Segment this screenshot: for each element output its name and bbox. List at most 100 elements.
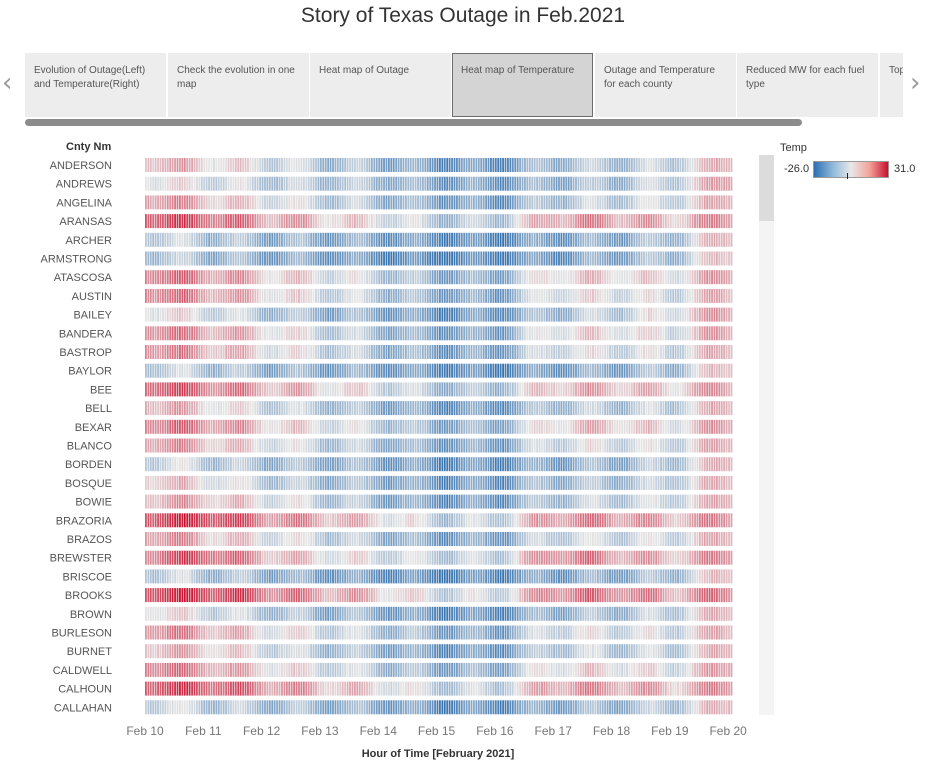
heatmap-cell[interactable] — [460, 176, 463, 191]
heatmap-cell[interactable] — [421, 401, 424, 416]
heatmap-cell[interactable] — [307, 475, 310, 490]
heatmap-cell[interactable] — [147, 513, 150, 528]
heatmap-cell[interactable] — [490, 158, 492, 172]
heatmap-cell[interactable] — [261, 232, 264, 247]
heatmap-cell[interactable] — [589, 438, 592, 453]
heatmap-cell[interactable] — [324, 513, 327, 528]
heatmap-cell[interactable] — [174, 326, 176, 341]
heatmap-cell[interactable] — [689, 494, 692, 509]
heatmap-cell[interactable] — [368, 232, 371, 247]
heatmap-cell[interactable] — [516, 288, 519, 303]
heatmap-cell[interactable] — [572, 232, 575, 247]
heatmap-cell[interactable] — [698, 494, 701, 509]
heatmap-cell[interactable] — [145, 401, 147, 416]
heatmap-cell[interactable] — [672, 494, 675, 509]
heatmap-cell[interactable] — [652, 158, 655, 172]
heatmap-cell[interactable] — [708, 363, 711, 378]
heatmap-cell[interactable] — [589, 382, 592, 397]
heatmap-cell[interactable] — [387, 382, 390, 397]
heatmap-cell[interactable] — [441, 438, 444, 453]
heatmap-cell[interactable] — [718, 363, 721, 378]
heatmap-cell[interactable] — [276, 475, 279, 490]
heatmap-cell[interactable] — [473, 513, 475, 528]
heatmap-cell[interactable] — [565, 176, 568, 191]
heatmap-cell[interactable] — [380, 195, 383, 210]
heatmap-cell[interactable] — [475, 382, 478, 397]
heatmap-cell[interactable] — [616, 232, 619, 247]
heatmap-cell[interactable] — [407, 345, 410, 359]
heatmap-cell[interactable] — [538, 158, 541, 172]
heatmap-cell[interactable] — [424, 401, 427, 416]
heatmap-cell[interactable] — [623, 195, 626, 210]
heatmap-cell[interactable] — [351, 532, 354, 546]
heatmap-cell[interactable] — [353, 176, 356, 191]
heatmap-cell[interactable] — [254, 326, 257, 341]
heatmap-cell[interactable] — [681, 513, 684, 528]
heatmap-cell[interactable] — [203, 382, 206, 397]
heatmap-cell[interactable] — [507, 158, 509, 172]
heatmap-cell[interactable] — [650, 345, 653, 359]
heatmap-cell[interactable] — [713, 345, 716, 359]
heatmap-cell[interactable] — [317, 270, 320, 285]
heatmap-cell[interactable] — [380, 382, 383, 397]
heatmap-cell[interactable] — [723, 345, 726, 359]
heatmap-cell[interactable] — [271, 401, 274, 416]
heatmap-cell[interactable] — [271, 307, 274, 322]
heatmap-cell[interactable] — [611, 176, 614, 191]
heatmap-cell[interactable] — [259, 195, 262, 210]
heatmap-cell[interactable] — [220, 307, 223, 322]
heatmap-cell[interactable] — [507, 494, 509, 509]
heatmap-cell[interactable] — [361, 513, 364, 528]
heatmap-cell[interactable] — [655, 513, 658, 528]
heatmap-cell[interactable] — [470, 363, 473, 378]
heatmap-cell[interactable] — [188, 345, 191, 359]
heatmap-cell[interactable] — [562, 457, 565, 472]
heatmap-cell[interactable] — [256, 288, 259, 303]
heatmap-cell[interactable] — [247, 251, 249, 266]
heatmap-cell[interactable] — [548, 270, 551, 285]
heatmap-cell[interactable] — [356, 270, 359, 285]
heatmap-cell[interactable] — [152, 158, 155, 172]
heatmap-cell[interactable] — [237, 363, 240, 378]
heatmap-cell[interactable] — [268, 475, 271, 490]
heatmap-cell[interactable] — [273, 382, 276, 397]
heatmap-cell[interactable] — [431, 419, 434, 434]
heatmap-cell[interactable] — [412, 214, 415, 229]
heatmap-cell[interactable] — [179, 158, 181, 172]
heatmap-cell[interactable] — [329, 419, 332, 434]
heatmap-cell[interactable] — [473, 345, 475, 359]
heatmap-cell[interactable] — [643, 345, 645, 359]
heatmap-cell[interactable] — [404, 401, 407, 416]
heatmap-cell[interactable] — [149, 401, 152, 416]
heatmap-cell[interactable] — [652, 363, 655, 378]
heatmap-cell[interactable] — [334, 438, 337, 453]
heatmap-cell[interactable] — [278, 232, 281, 247]
heatmap-cell[interactable] — [383, 532, 385, 546]
heatmap-cell[interactable] — [502, 176, 504, 191]
heatmap-cell[interactable] — [310, 214, 313, 229]
heatmap-cell[interactable] — [577, 270, 580, 285]
heatmap-cell[interactable] — [572, 494, 575, 509]
heatmap-cell[interactable] — [606, 195, 609, 210]
heatmap-cell[interactable] — [285, 288, 288, 303]
heatmap-cell[interactable] — [465, 232, 468, 247]
heatmap-cell[interactable] — [392, 195, 395, 210]
heatmap-cell[interactable] — [662, 457, 665, 472]
heatmap-cell[interactable] — [482, 457, 485, 472]
heatmap-cell[interactable] — [562, 419, 565, 434]
heatmap-cell[interactable] — [698, 214, 701, 229]
heatmap-cell[interactable] — [626, 195, 628, 210]
heatmap-cell[interactable] — [643, 513, 645, 528]
heatmap-cell[interactable] — [239, 158, 242, 172]
heatmap-cell[interactable] — [339, 176, 342, 191]
heatmap-cell[interactable] — [448, 363, 451, 378]
heatmap-cell[interactable] — [429, 363, 432, 378]
heatmap-cell[interactable] — [555, 513, 558, 528]
heatmap-cell[interactable] — [502, 232, 504, 247]
heatmap-cell[interactable] — [626, 307, 628, 322]
heatmap-cell[interactable] — [336, 270, 339, 285]
heatmap-cell[interactable] — [490, 363, 492, 378]
heatmap-cell[interactable] — [718, 158, 721, 172]
heatmap-cell[interactable] — [375, 176, 378, 191]
heatmap-cell[interactable] — [516, 363, 519, 378]
